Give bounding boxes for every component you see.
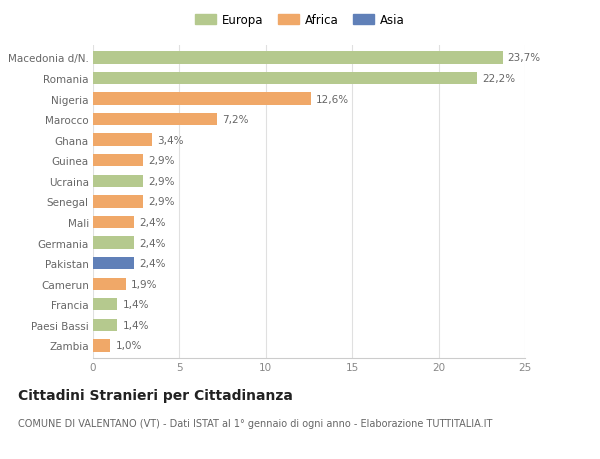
Text: Cittadini Stranieri per Cittadinanza: Cittadini Stranieri per Cittadinanza — [18, 388, 293, 402]
Bar — [93, 93, 311, 106]
Text: 12,6%: 12,6% — [316, 94, 349, 104]
Text: 2,9%: 2,9% — [148, 176, 175, 186]
Text: 1,4%: 1,4% — [122, 300, 149, 310]
Bar — [93, 216, 134, 229]
Text: 2,4%: 2,4% — [140, 238, 166, 248]
Text: 22,2%: 22,2% — [482, 74, 515, 84]
Text: COMUNE DI VALENTANO (VT) - Dati ISTAT al 1° gennaio di ogni anno - Elaborazione : COMUNE DI VALENTANO (VT) - Dati ISTAT al… — [18, 418, 493, 428]
Bar — [93, 257, 134, 270]
Bar — [93, 319, 117, 331]
Bar — [93, 298, 117, 311]
Bar — [93, 237, 134, 249]
Bar — [93, 278, 126, 290]
Bar — [93, 114, 217, 126]
Bar — [93, 134, 152, 146]
Legend: Europa, Africa, Asia: Europa, Africa, Asia — [191, 11, 409, 30]
Bar — [93, 155, 143, 167]
Bar — [93, 52, 503, 64]
Text: 23,7%: 23,7% — [508, 53, 541, 63]
Bar — [93, 196, 143, 208]
Text: 2,9%: 2,9% — [148, 156, 175, 166]
Text: 1,9%: 1,9% — [131, 279, 158, 289]
Text: 2,4%: 2,4% — [140, 218, 166, 228]
Bar — [93, 340, 110, 352]
Text: 2,4%: 2,4% — [140, 258, 166, 269]
Text: 2,9%: 2,9% — [148, 197, 175, 207]
Bar — [93, 175, 143, 188]
Text: 3,4%: 3,4% — [157, 135, 184, 146]
Text: 1,4%: 1,4% — [122, 320, 149, 330]
Text: 1,0%: 1,0% — [115, 341, 142, 351]
Bar — [93, 73, 476, 85]
Text: 7,2%: 7,2% — [223, 115, 249, 125]
